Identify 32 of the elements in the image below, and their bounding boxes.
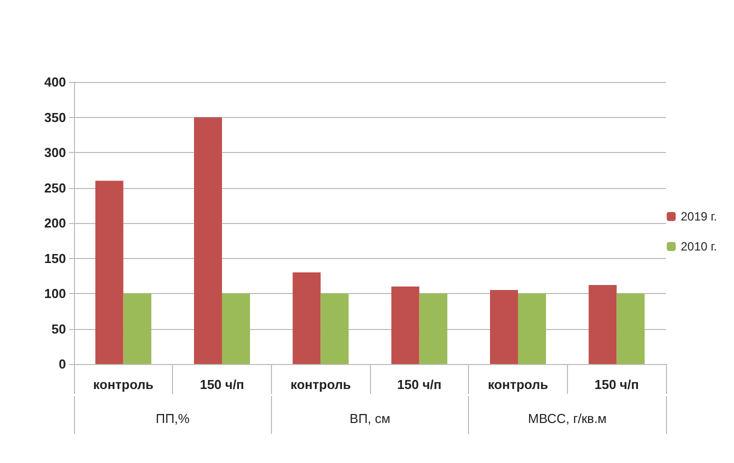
x-tick-label: 150 ч/п <box>594 377 639 392</box>
bar <box>616 294 645 364</box>
x-tick-label: 150 ч/п <box>397 377 442 392</box>
y-tick-label: 0 <box>58 356 66 372</box>
y-tick-label: 50 <box>52 321 66 336</box>
bar <box>194 117 222 364</box>
bar <box>320 294 349 364</box>
bar <box>95 180 124 364</box>
y-tick-label: 150 <box>44 250 66 266</box>
text: МВСС, г/кв.м <box>528 411 607 426</box>
x-tick-label: 150 ч/п <box>200 377 244 392</box>
x-tick-label: контроль <box>93 377 154 392</box>
y-tick-label: 350 <box>44 110 66 125</box>
x-tick-label: контроль <box>488 377 548 392</box>
text: ВП, см <box>350 411 390 426</box>
y-tick-label: 300 <box>44 145 66 160</box>
y-tick-label: 200 <box>44 216 66 230</box>
y-tick-label: 100 <box>44 286 66 301</box>
bar <box>222 294 250 364</box>
bar <box>391 286 420 364</box>
legend-label: 2019 г. <box>680 210 718 224</box>
bar <box>419 294 448 364</box>
legend-label: 2010 г. <box>680 240 718 254</box>
text: ПП,% <box>156 411 190 426</box>
bar <box>518 294 546 364</box>
y-tick-label: 250 <box>44 180 66 196</box>
bar <box>490 290 518 364</box>
bar <box>292 272 321 364</box>
y-tick-label: 400 <box>44 74 66 90</box>
bar <box>123 294 152 364</box>
bar <box>588 285 617 364</box>
x-tick-label: контроль <box>290 377 351 392</box>
